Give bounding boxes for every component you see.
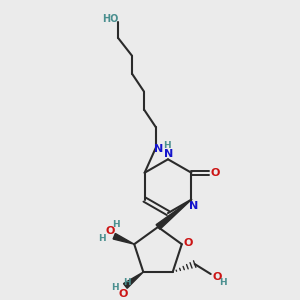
Text: O: O	[183, 238, 193, 248]
Text: O: O	[212, 272, 221, 282]
Polygon shape	[156, 200, 191, 229]
Text: O: O	[211, 168, 220, 178]
Text: H: H	[112, 220, 120, 229]
Text: O: O	[118, 289, 128, 299]
Text: H: H	[163, 141, 171, 150]
Text: N: N	[164, 149, 174, 159]
Text: H: H	[98, 234, 106, 243]
Text: O: O	[106, 226, 115, 236]
Text: H: H	[112, 284, 119, 292]
Polygon shape	[113, 233, 134, 244]
Polygon shape	[124, 272, 143, 288]
Text: H: H	[219, 278, 226, 287]
Text: H: H	[124, 278, 131, 287]
Text: N: N	[154, 144, 164, 154]
Text: HO: HO	[102, 14, 118, 24]
Text: N: N	[189, 201, 198, 211]
